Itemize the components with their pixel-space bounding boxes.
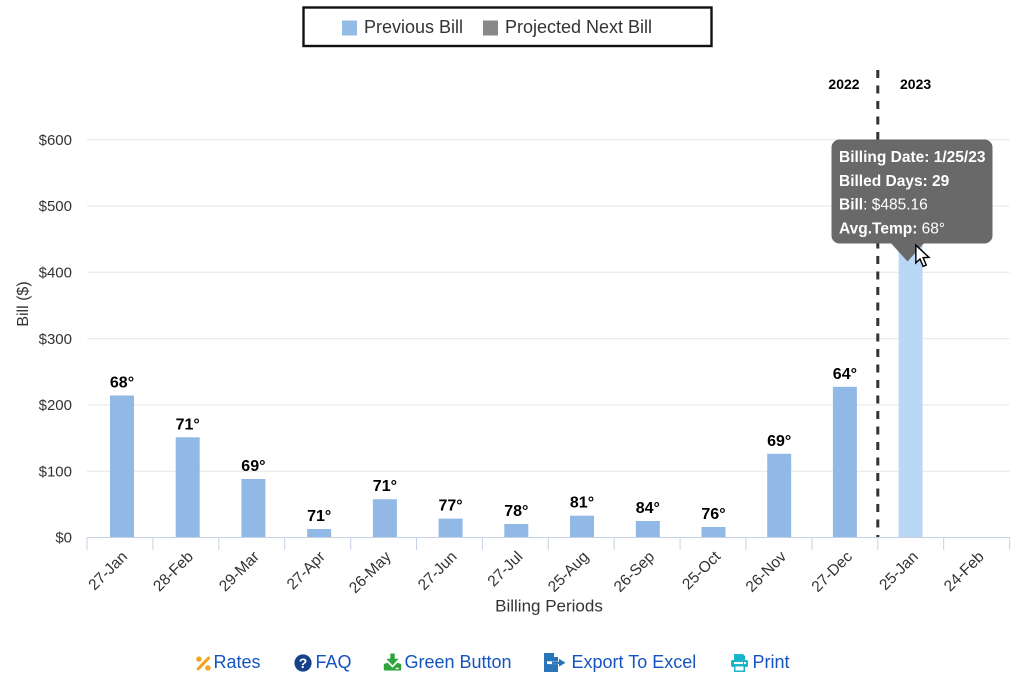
svg-text:$100: $100: [39, 463, 72, 480]
svg-text:81°: 81°: [570, 495, 594, 512]
svg-text:68°: 68°: [110, 375, 134, 392]
svg-text:Previous Bill: Previous Bill: [364, 17, 463, 37]
svg-text:2023: 2023: [900, 76, 931, 92]
svg-text:Billing Periods: Billing Periods: [495, 597, 603, 616]
svg-text:77°: 77°: [438, 498, 462, 515]
svg-text:$0: $0: [55, 530, 72, 547]
svg-text:2022: 2022: [828, 76, 859, 92]
svg-text:76°: 76°: [701, 506, 725, 523]
svg-text:69°: 69°: [241, 458, 265, 475]
svg-text:78°: 78°: [504, 503, 528, 520]
svg-text:Billing Date: 1/25/23: Billing Date: 1/25/23: [839, 149, 986, 166]
svg-text:84°: 84°: [636, 500, 660, 517]
svg-text:$200: $200: [39, 397, 72, 414]
svg-text:69°: 69°: [767, 433, 791, 450]
svg-text:?: ?: [298, 655, 307, 671]
svg-text:Billed Days: 29: Billed Days: 29: [839, 173, 950, 190]
svg-text:Bill: $485.16: Bill: $485.16: [839, 197, 928, 214]
svg-text:71°: 71°: [373, 478, 397, 495]
svg-text:Avg.Temp: 68°: Avg.Temp: 68°: [839, 221, 945, 238]
svg-text:Bill ($): Bill ($): [15, 281, 32, 326]
svg-text:$500: $500: [39, 198, 72, 215]
svg-text:$300: $300: [39, 331, 72, 348]
svg-text:Projected Next Bill: Projected Next Bill: [505, 17, 652, 37]
svg-text:$600: $600: [39, 132, 72, 149]
svg-text:$400: $400: [39, 265, 72, 282]
svg-text:71°: 71°: [176, 416, 200, 433]
svg-text:71°: 71°: [307, 508, 331, 525]
svg-text:64°: 64°: [833, 366, 857, 383]
